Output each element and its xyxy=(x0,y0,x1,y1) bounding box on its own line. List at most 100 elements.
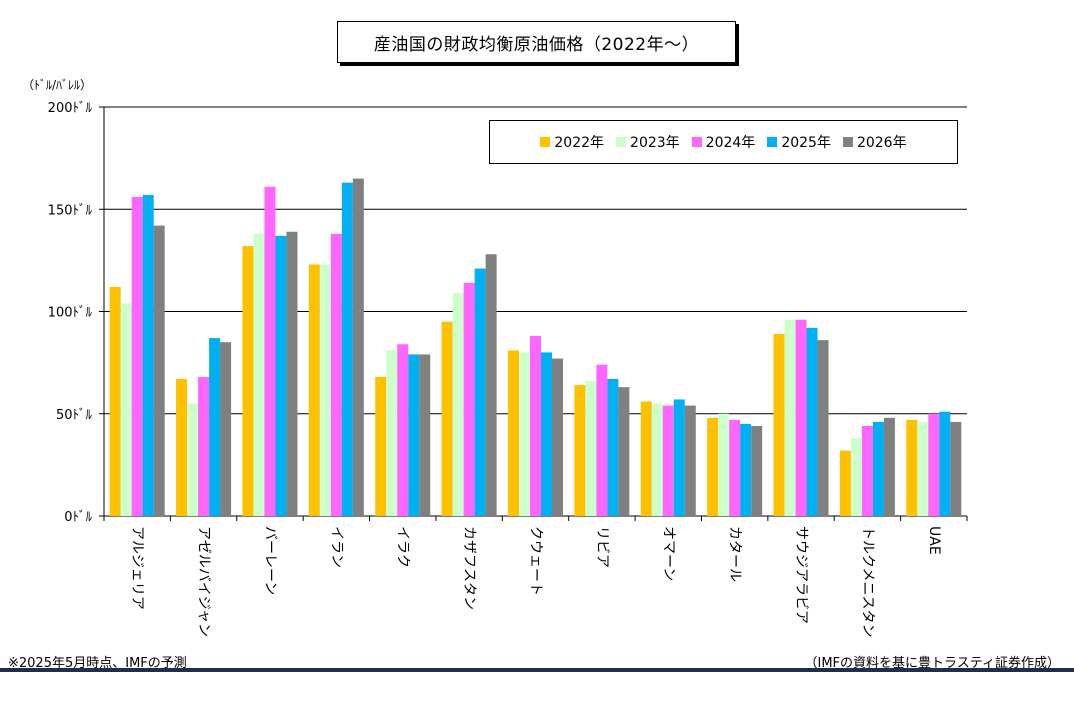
bar-1-2 xyxy=(176,378,188,516)
bar-3-1 xyxy=(131,196,143,517)
legend-item: 2026年 xyxy=(842,132,907,152)
bar-4-9 xyxy=(673,399,685,516)
bar-2-5 xyxy=(386,350,398,516)
bar-2-11 xyxy=(784,319,796,516)
bar-3-4 xyxy=(330,233,342,517)
legend-label: 2022年 xyxy=(554,135,605,151)
legend-label: 2023年 xyxy=(630,135,680,151)
bar-3-6 xyxy=(463,282,475,516)
chart-legend: 2022年 2023年 2024年 2025年 2026年 xyxy=(489,120,958,164)
bar-5-1 xyxy=(153,225,165,517)
bar-4-1 xyxy=(142,194,154,516)
y-axis-unit-label: （ﾄﾞﾙ/ﾊﾞﾚﾙ） xyxy=(22,78,93,92)
legend-swatch xyxy=(616,137,627,147)
bar-2-6 xyxy=(452,293,464,516)
bar-5-8 xyxy=(618,387,630,516)
bar-5-4 xyxy=(352,178,364,516)
x-tick-label: UAE xyxy=(926,526,942,555)
bar-5-2 xyxy=(220,342,232,516)
bar-1-3 xyxy=(242,246,254,516)
x-tick-label: サウジアラビア xyxy=(793,526,809,624)
bar-3-11 xyxy=(795,319,807,516)
legend-swatch xyxy=(691,137,702,147)
bar-3-2 xyxy=(198,376,210,516)
source-note: （IMFの資料を基に豊トラスティ証券作成） xyxy=(804,656,1061,671)
x-tick-label: オマーン xyxy=(660,526,676,581)
bar-2-3 xyxy=(253,233,265,517)
x-tick-label: カザフスタン xyxy=(461,526,477,610)
footnote: ※2025年5月時点、IMFの予測 xyxy=(8,656,187,671)
bar-5-7 xyxy=(552,358,563,516)
legend-label: 2024年 xyxy=(705,135,756,151)
bar-1-1 xyxy=(109,286,121,516)
x-tick-label: アルジェリア xyxy=(129,526,145,610)
bar-4-3 xyxy=(275,235,287,516)
bar-2-12 xyxy=(850,438,862,516)
legend-item: 2022年 xyxy=(540,132,604,152)
bar-5-10 xyxy=(751,426,763,516)
bar-3-10 xyxy=(729,419,741,516)
bar-1-8 xyxy=(574,385,586,516)
bar-2-4 xyxy=(319,264,331,516)
legend-item: 2024年 xyxy=(691,132,756,152)
legend-item: 2023年 xyxy=(616,132,680,152)
legend-item: 2025年 xyxy=(767,132,831,152)
bar-3-12 xyxy=(861,426,873,516)
bar-5-12 xyxy=(883,417,895,516)
bar-2-8 xyxy=(585,381,597,516)
legend-swatch xyxy=(767,137,778,147)
bar-1-4 xyxy=(308,264,320,516)
x-tick-label: カタール xyxy=(727,526,743,582)
bar-1-9 xyxy=(640,401,652,516)
bar-5-9 xyxy=(684,405,696,516)
legend-label: 2026年 xyxy=(856,135,907,151)
bar-2-1 xyxy=(120,303,132,516)
bar-4-4 xyxy=(341,182,353,517)
bar-3-3 xyxy=(264,186,276,516)
x-tick-label: リビア xyxy=(594,526,610,568)
y-tick-label: 50ﾄﾞﾙ xyxy=(56,408,93,423)
bar-1-7 xyxy=(508,350,519,516)
legend-swatch xyxy=(842,137,853,147)
bar-1-10 xyxy=(707,417,719,516)
bar-5-11 xyxy=(817,340,829,516)
x-tick-label: バーレーン xyxy=(262,526,278,595)
x-tick-label: イラン xyxy=(328,526,344,568)
y-tick-label: 100ﾄﾞﾙ xyxy=(48,306,93,321)
bar-3-9 xyxy=(662,405,674,516)
chart-title: 産油国の財政均衡原油価格（2022年～） xyxy=(337,21,736,63)
bar-3-8 xyxy=(596,364,608,516)
bar-3-7 xyxy=(530,336,541,516)
bar-3-5 xyxy=(397,344,409,516)
legend-label: 2025年 xyxy=(781,135,831,151)
bar-5-5 xyxy=(419,354,431,516)
x-tick-label: イラク xyxy=(395,526,411,568)
bar-2-7 xyxy=(519,352,530,516)
bar-1-5 xyxy=(375,376,387,516)
bar-2-10 xyxy=(718,413,730,516)
bar-2-2 xyxy=(187,403,199,516)
bar-3-13 xyxy=(928,413,940,516)
bar-2-13 xyxy=(917,421,929,516)
bar-1-12 xyxy=(839,450,851,516)
bar-5-6 xyxy=(485,254,497,517)
bar-1-6 xyxy=(441,321,453,516)
y-tick-label: 200ﾄﾞﾙ xyxy=(48,101,93,116)
bar-4-11 xyxy=(806,327,818,516)
bar-5-3 xyxy=(286,231,298,516)
x-tick-label: クウェート xyxy=(528,526,544,596)
bar-1-11 xyxy=(773,333,785,516)
y-tick-label: 150ﾄﾞﾙ xyxy=(48,203,93,218)
legend-swatch xyxy=(540,137,551,147)
bar-4-13 xyxy=(939,411,951,516)
bar-4-2 xyxy=(209,338,221,516)
bar-4-7 xyxy=(541,352,552,516)
x-tick-label: アゼルバイジャン xyxy=(196,526,212,637)
bar-4-10 xyxy=(740,423,752,516)
bar-2-9 xyxy=(651,403,663,516)
bar-4-5 xyxy=(408,354,420,516)
bar-5-13 xyxy=(950,421,962,516)
bar-4-12 xyxy=(872,421,884,516)
x-tick-label: トルクメニスタン xyxy=(859,526,875,637)
